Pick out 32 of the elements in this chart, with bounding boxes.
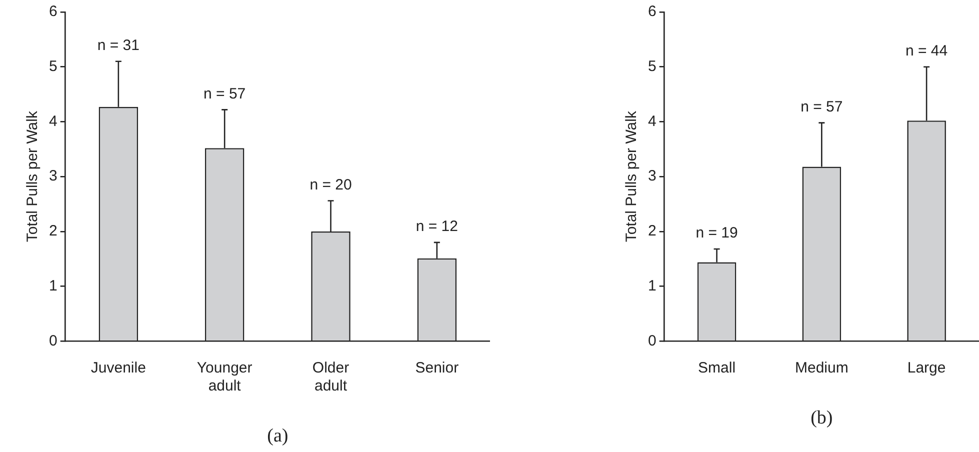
annotation: n = 44 bbox=[905, 42, 948, 60]
y-tick-label: 5 bbox=[49, 58, 58, 76]
x-tick-label: Juvenile bbox=[90, 359, 146, 376]
y-tick-label: 3 bbox=[648, 168, 656, 185]
y-tick-label: 0 bbox=[648, 332, 656, 350]
x-tick-label: Senior bbox=[415, 359, 459, 376]
y-tick-label: 6 bbox=[648, 3, 656, 20]
annotation: n = 31 bbox=[97, 37, 140, 54]
annotation: n = 12 bbox=[416, 218, 458, 236]
y-tick-label: 3 bbox=[49, 168, 58, 185]
y-tick-label: 1 bbox=[49, 277, 58, 294]
y-tick-label: 4 bbox=[49, 112, 58, 130]
y-tick-label: 2 bbox=[49, 222, 58, 240]
y-axis-title: Total Pulls per Walk bbox=[623, 110, 640, 242]
y-tick-label: 0 bbox=[49, 332, 58, 350]
annotation: n = 57 bbox=[204, 85, 246, 102]
x-tick-label: Older adult bbox=[312, 359, 350, 394]
x-tick-label: Small bbox=[698, 359, 736, 376]
y-tick-label: 4 bbox=[648, 112, 656, 130]
annotation: n = 20 bbox=[310, 176, 352, 194]
x-axis-title: (b) bbox=[810, 408, 833, 429]
y-axis-title: Total Pulls per Walk bbox=[24, 110, 42, 242]
x-axis-title: (a) bbox=[267, 426, 288, 447]
y-tick-label: 5 bbox=[648, 58, 656, 76]
annotation: n = 19 bbox=[696, 224, 738, 242]
annotation: n = 57 bbox=[800, 98, 843, 116]
y-tick-label: 1 bbox=[648, 277, 656, 294]
x-tick-label: Large bbox=[907, 359, 946, 376]
x-tick-label: Younger adult bbox=[196, 359, 252, 394]
y-tick-label: 6 bbox=[49, 3, 58, 20]
y-tick-label: 2 bbox=[648, 222, 656, 240]
x-tick-label: Medium bbox=[794, 359, 848, 376]
